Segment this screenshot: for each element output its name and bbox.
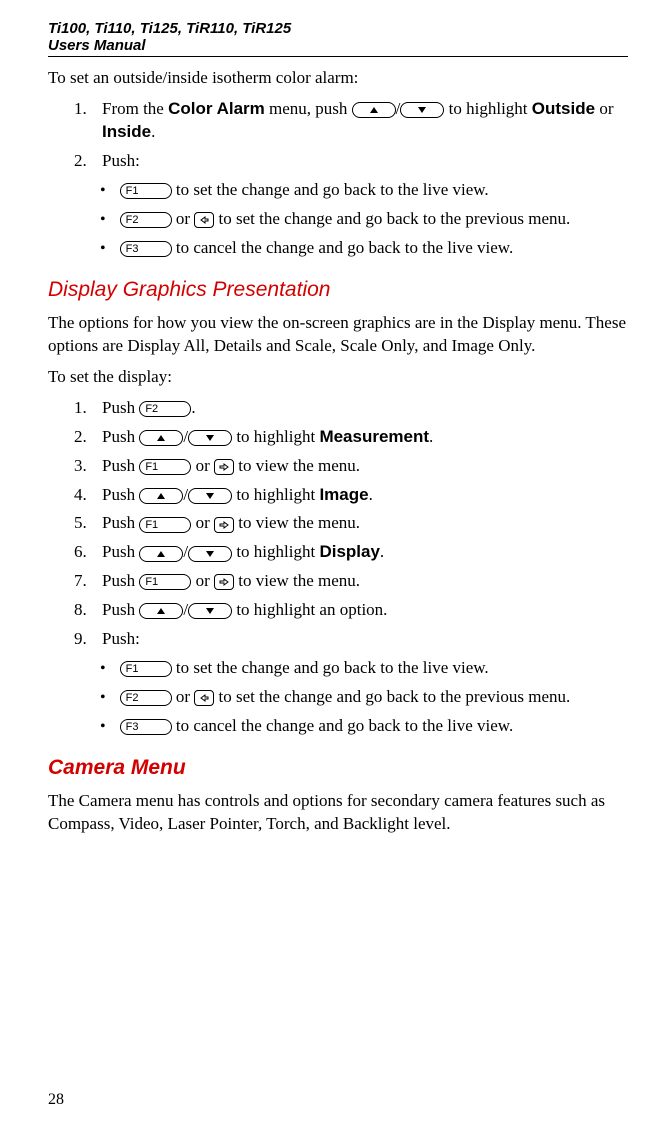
list-item: 8. Push / to highlight an option.	[74, 599, 628, 622]
list-text: Push / to highlight Measurement.	[102, 426, 433, 449]
list-item: 7. Push F1 or to view the menu.	[74, 570, 628, 593]
list-text: Push F1 or to view the menu.	[102, 570, 360, 593]
f2-key: F2	[120, 690, 172, 706]
steps-list: 1. Push F2. 2. Push / to highlight Measu…	[48, 397, 628, 651]
down-arrow-key	[188, 603, 232, 619]
bullet-icon: •	[100, 241, 106, 257]
list-number: 4.	[74, 484, 92, 507]
list-item: 5. Push F1 or to view the menu.	[74, 512, 628, 535]
list-text: F3 to cancel the change and go back to t…	[120, 715, 514, 738]
list-text: Push F2.	[102, 397, 196, 420]
f1-key: F1	[139, 574, 191, 590]
list-item: • F3 to cancel the change and go back to…	[100, 715, 628, 738]
list-number: 8.	[74, 599, 92, 622]
list-text: F3 to cancel the change and go back to t…	[120, 237, 514, 260]
right-arrow-key	[214, 459, 234, 475]
list-number: 7.	[74, 570, 92, 593]
list-item: 4. Push / to highlight Image.	[74, 484, 628, 507]
list-item: 2. Push / to highlight Measurement.	[74, 426, 628, 449]
list-item: 1. Push F2.	[74, 397, 628, 420]
right-arrow-key	[214, 517, 234, 533]
bold-text: Display	[319, 542, 379, 561]
header-subtitle: Users Manual	[48, 37, 628, 54]
list-item: 9. Push:	[74, 628, 628, 651]
up-arrow-key	[139, 546, 183, 562]
f2-key: F2	[139, 401, 191, 417]
list-number: 1.	[74, 397, 92, 420]
list-number: 1.	[74, 98, 92, 121]
f3-key: F3	[120, 241, 172, 257]
f1-key: F1	[139, 517, 191, 533]
bold-text: Image	[319, 485, 368, 504]
up-arrow-key	[139, 430, 183, 446]
list-number: 3.	[74, 455, 92, 478]
section-heading-camera-menu: Camera Menu	[48, 754, 628, 782]
paragraph: The Camera menu has controls and options…	[48, 790, 628, 836]
list-item: • F1 to set the change and go back to th…	[100, 657, 628, 680]
list-number: 2.	[74, 426, 92, 449]
bullet-icon: •	[100, 183, 106, 199]
intro-paragraph: To set an outside/inside isotherm color …	[48, 67, 628, 90]
list-item: 6. Push / to highlight Display.	[74, 541, 628, 564]
list-item: 1. From the Color Alarm menu, push / to …	[74, 98, 628, 144]
down-arrow-key	[400, 102, 444, 118]
bullet-icon: •	[100, 690, 106, 706]
bold-text: Color Alarm	[168, 99, 265, 118]
f3-key: F3	[120, 719, 172, 735]
bold-text: Measurement	[319, 427, 429, 446]
bottom-sub-bullets: • F1 to set the change and go back to th…	[48, 657, 628, 738]
list-text: Push / to highlight Display.	[102, 541, 384, 564]
list-item: 3. Push F1 or to view the menu.	[74, 455, 628, 478]
down-arrow-key	[188, 488, 232, 504]
list-number: 5.	[74, 512, 92, 535]
page-header: Ti100, Ti110, Ti125, TiR110, TiR125 User…	[48, 20, 628, 57]
page-number: 28	[48, 1091, 64, 1109]
top-ordered-list: 1. From the Color Alarm menu, push / to …	[48, 98, 628, 173]
list-text: Push:	[102, 628, 140, 651]
f2-key: F2	[120, 212, 172, 228]
up-arrow-key	[139, 488, 183, 504]
left-arrow-key	[194, 690, 214, 706]
right-arrow-key	[214, 574, 234, 590]
up-arrow-key	[352, 102, 396, 118]
list-text: Push:	[102, 150, 140, 173]
list-item: • F2 or to set the change and go back to…	[100, 686, 628, 709]
bullet-icon: •	[100, 661, 106, 677]
bold-text: Outside	[532, 99, 595, 118]
section-heading-display-graphics: Display Graphics Presentation	[48, 276, 628, 304]
header-models: Ti100, Ti110, Ti125, TiR110, TiR125	[48, 20, 628, 37]
list-text: From the Color Alarm menu, push / to hig…	[102, 98, 628, 144]
list-item: • F1 to set the change and go back to th…	[100, 179, 628, 202]
down-arrow-key	[188, 430, 232, 446]
up-arrow-key	[139, 603, 183, 619]
down-arrow-key	[188, 546, 232, 562]
list-text: Push F1 or to view the menu.	[102, 455, 360, 478]
bold-text: Inside	[102, 122, 151, 141]
list-text: F1 to set the change and go back to the …	[120, 657, 489, 680]
list-number: 2.	[74, 150, 92, 173]
list-number: 6.	[74, 541, 92, 564]
list-text: F2 or to set the change and go back to t…	[120, 686, 571, 709]
list-item: • F3 to cancel the change and go back to…	[100, 237, 628, 260]
list-text: Push / to highlight Image.	[102, 484, 373, 507]
left-arrow-key	[194, 212, 214, 228]
list-text: Push F1 or to view the menu.	[102, 512, 360, 535]
list-number: 9.	[74, 628, 92, 651]
list-item: 2. Push:	[74, 150, 628, 173]
list-text: F1 to set the change and go back to the …	[120, 179, 489, 202]
f1-key: F1	[120, 183, 172, 199]
body: To set an outside/inside isotherm color …	[48, 67, 628, 836]
list-item: • F2 or to set the change and go back to…	[100, 208, 628, 231]
bullet-icon: •	[100, 719, 106, 735]
f1-key: F1	[139, 459, 191, 475]
f1-key: F1	[120, 661, 172, 677]
page: Ti100, Ti110, Ti125, TiR110, TiR125 User…	[0, 0, 668, 1129]
list-text: F2 or to set the change and go back to t…	[120, 208, 571, 231]
paragraph: The options for how you view the on-scre…	[48, 312, 628, 358]
list-text: Push / to highlight an option.	[102, 599, 387, 622]
top-sub-bullets: • F1 to set the change and go back to th…	[48, 179, 628, 260]
paragraph: To set the display:	[48, 366, 628, 389]
bullet-icon: •	[100, 212, 106, 228]
